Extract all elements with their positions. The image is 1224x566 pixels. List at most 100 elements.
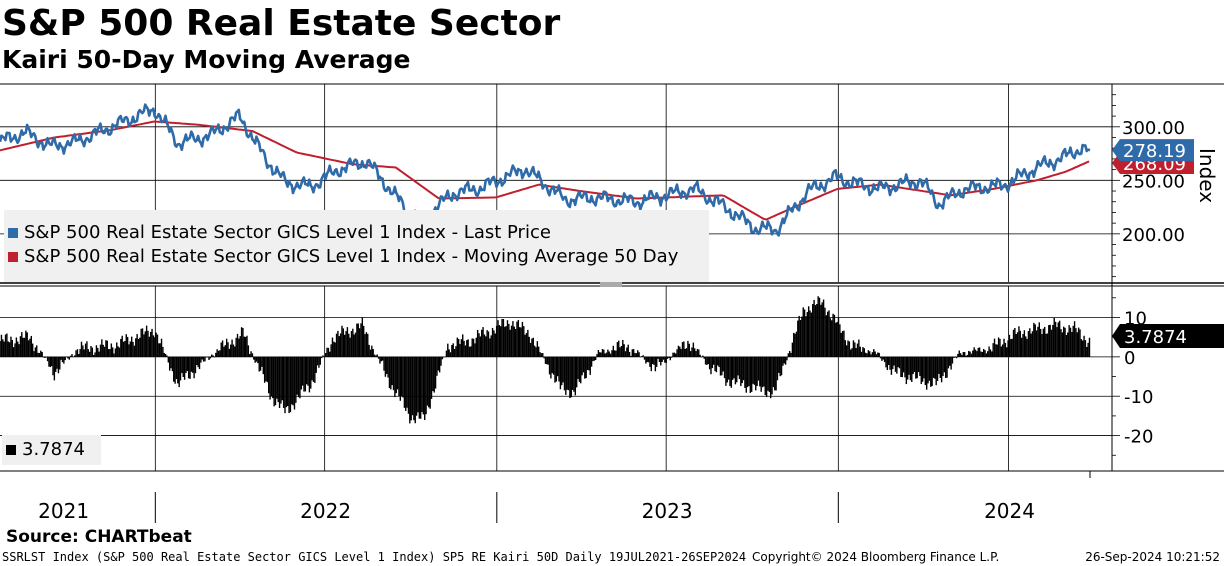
kairi-bar [950, 356, 952, 370]
kairi-bar [984, 350, 986, 357]
kairi-bar [12, 347, 15, 357]
kairi-bar [554, 356, 556, 383]
kairi-bar [297, 356, 300, 398]
kairi-bar [1018, 326, 1020, 357]
kairi-bar [794, 333, 796, 357]
kairi-bar [277, 356, 279, 403]
kairi-bar [369, 349, 372, 357]
kairi-bar [1061, 332, 1064, 357]
kairi-bar [885, 356, 887, 368]
kairi-bar [78, 353, 80, 357]
kairi-bar [573, 356, 575, 392]
kairi-bar [303, 356, 305, 392]
kairi-bar [198, 356, 201, 370]
kairi-bar [786, 356, 788, 361]
kairi-bar [1052, 324, 1054, 357]
kairi-bar [946, 356, 948, 378]
kairi-bar [790, 352, 792, 357]
kairi-bar [969, 351, 971, 357]
kairi-bar [782, 356, 784, 366]
kairi-bar [322, 355, 324, 357]
kairi-bar [908, 356, 910, 375]
footer-description: SSRLST Index (S&P 500 Real Estate Sector… [2, 550, 747, 564]
kairi-bar [407, 356, 410, 414]
kairi-bar [487, 331, 490, 357]
kairi-bar [457, 338, 460, 357]
kairi-bar [592, 356, 594, 362]
kairi-bar [938, 356, 940, 374]
kairi-bar [86, 341, 88, 357]
kairi-bar [594, 356, 597, 360]
kairi-bar [898, 356, 901, 369]
kairi-bar [1014, 327, 1016, 357]
kairi-bar [1042, 328, 1045, 357]
kairi-bar [835, 322, 837, 357]
kairi-bar [987, 351, 989, 357]
kairi-bar [452, 343, 454, 357]
kairi-panel-grid [0, 286, 1120, 471]
kairi-bar [704, 356, 707, 365]
kairi-bar [449, 352, 452, 357]
kairi-bar [1029, 328, 1031, 357]
kairi-bar [187, 356, 190, 379]
kairi-bar [97, 347, 99, 357]
kairi-bar [387, 356, 389, 378]
kairi-bar [56, 356, 58, 369]
kairi-bar [863, 348, 865, 357]
kairi-bar [346, 327, 349, 357]
chart-frame [0, 83, 1224, 523]
kairi-bar [542, 353, 544, 357]
kairi-bar [136, 334, 138, 357]
kairi-bar [699, 354, 701, 357]
kairi-bar [809, 310, 811, 357]
kairi-bar [1019, 330, 1022, 357]
kairi-bar [25, 330, 27, 357]
kairi-bar [312, 356, 315, 382]
kairi-bar [970, 353, 973, 357]
kairi-bar [462, 334, 464, 357]
kairi-bar [1067, 332, 1069, 357]
kairi-bar [535, 347, 537, 357]
kairi-bar [467, 339, 469, 357]
kairi-bar [17, 341, 19, 357]
kairi-bar [797, 320, 799, 357]
kairi-bar [185, 356, 187, 373]
kairi-bar [900, 356, 902, 378]
legend-swatch-price [8, 228, 18, 238]
kairi-bar [963, 352, 966, 357]
kairi-bar [949, 356, 951, 366]
kairi-bar [668, 356, 670, 358]
kairi-bar [60, 356, 62, 360]
kairi-bar [411, 356, 414, 416]
kairi-bar [982, 348, 985, 357]
kairi-bar [966, 354, 969, 357]
kairi-bar [600, 352, 602, 357]
kairi-bar [508, 323, 510, 357]
kairi-bar [246, 335, 248, 357]
kairi-bar [341, 325, 343, 357]
kairi-bar [394, 356, 396, 398]
kairi-bar [523, 326, 525, 357]
kairi-bar [152, 335, 155, 357]
kairi-bar [445, 350, 448, 357]
kairi-bar [352, 328, 354, 357]
kairi-bar [706, 356, 708, 365]
kairi-bar [1012, 329, 1015, 357]
kairi-bar [613, 350, 616, 357]
kairi-bar [894, 356, 897, 372]
kairi-bar [603, 349, 605, 357]
kairi-bar [911, 356, 913, 382]
kairi-bar [852, 340, 855, 357]
kairi-bar [257, 356, 259, 364]
kairi-bar [285, 356, 288, 408]
kairi-bar [209, 356, 212, 359]
kairi-bar [396, 356, 399, 390]
kairi-bar [282, 356, 285, 408]
kairi-bar [145, 325, 148, 357]
kairi-bar [338, 336, 340, 357]
kairi-bar [410, 356, 412, 421]
kairi-bar [516, 321, 518, 357]
kairi-bar [1072, 325, 1074, 357]
kairi-bar [190, 356, 193, 372]
kairi-bar [575, 356, 578, 388]
